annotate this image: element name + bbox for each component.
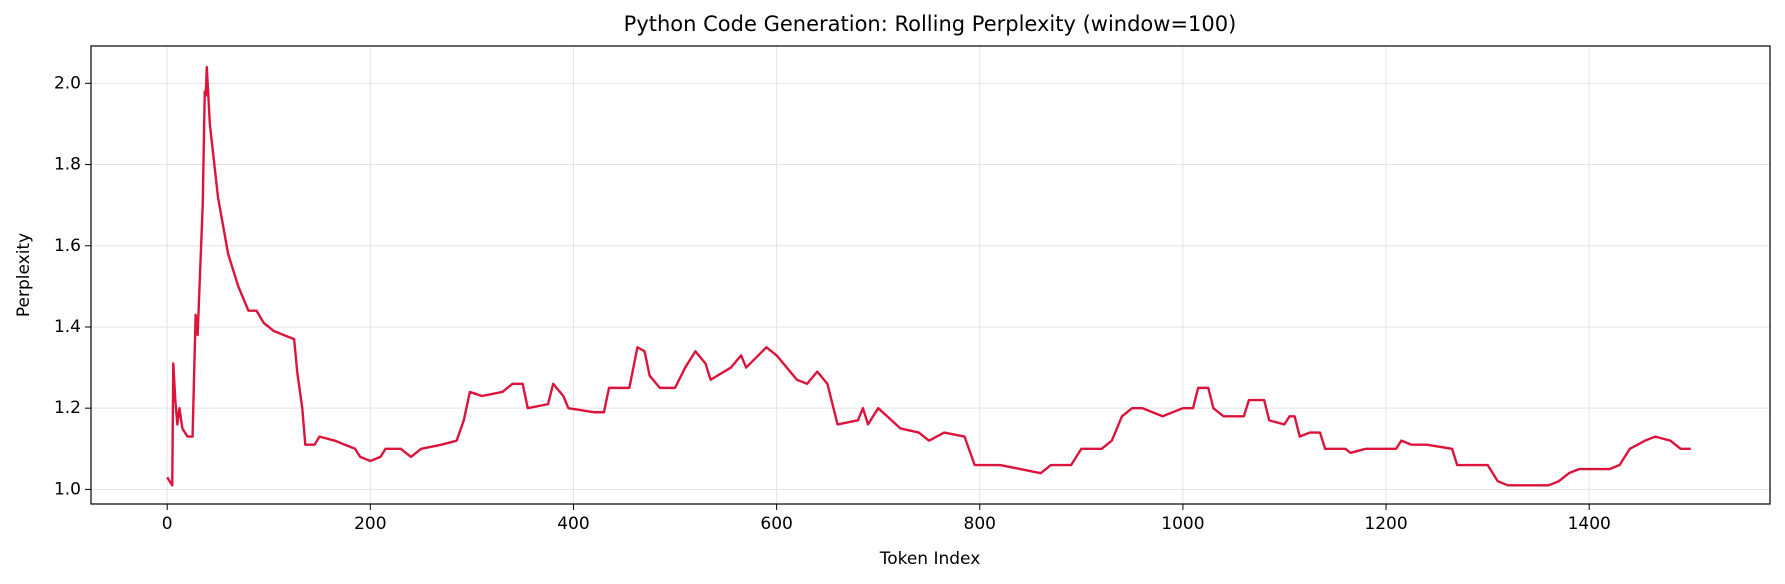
- x-tick-label: 0: [162, 514, 173, 534]
- y-axis-label: Perplexity: [14, 233, 34, 317]
- chart-title: Python Code Generation: Rolling Perplexi…: [624, 12, 1237, 36]
- x-tick-label: 1200: [1364, 514, 1407, 534]
- x-tick-label: 600: [760, 514, 792, 534]
- data-line: [166, 65, 1691, 487]
- x-tick-label: 1000: [1161, 514, 1204, 534]
- y-tick-label: 1.2: [54, 398, 81, 418]
- plot-frame: [90, 45, 1771, 505]
- y-tick-label: 1.6: [54, 236, 81, 256]
- x-tick-label: 1400: [1568, 514, 1611, 534]
- x-tick-label: 400: [557, 514, 589, 534]
- y-tick-label: 2.0: [54, 73, 81, 93]
- x-tick-label: 200: [354, 514, 386, 534]
- y-tick-label: 1.8: [54, 155, 81, 175]
- y-tick-label: 1.0: [54, 479, 81, 499]
- x-axis-label: Token Index: [879, 549, 981, 569]
- y-tick-label: 1.4: [54, 317, 81, 337]
- x-tick-label: 800: [964, 514, 996, 534]
